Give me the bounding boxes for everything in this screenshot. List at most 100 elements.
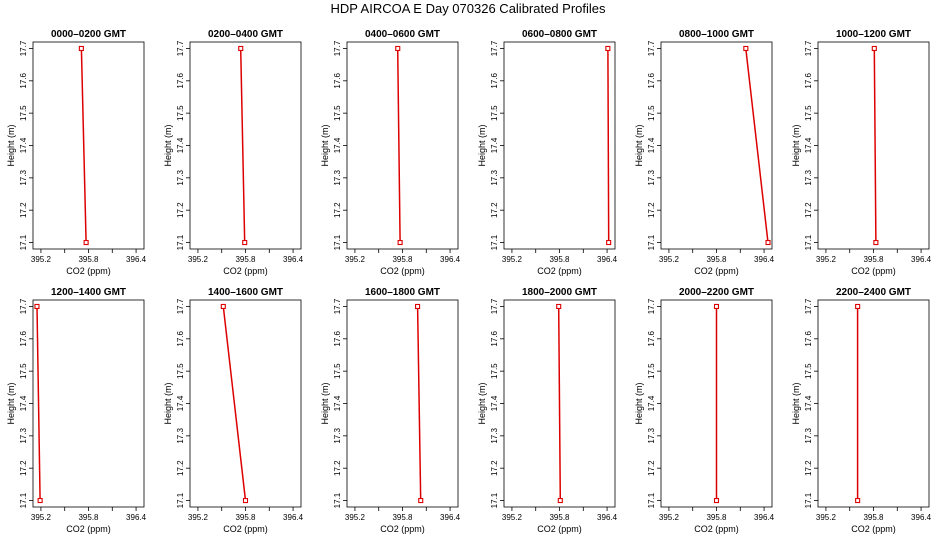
panel-4: 0600–0800 GMT 395.2 395.8 396.4 17.1 17.2 17.3… [477,29,618,276]
y-tick-label: 17.1 [19,492,28,508]
profile-line [396,48,401,243]
x-tick-label: 395.2 [188,513,209,522]
profile-line [873,48,877,243]
panel-title: 1000–1200 GMT [836,29,911,40]
x-tick-label: 396.4 [283,255,304,264]
panel-title: 0400–0600 GMT [365,29,440,40]
y-tick-label: 17.3 [804,428,813,444]
panel-title: 0200–0400 GMT [208,29,283,40]
y-tick-label: 17.7 [647,298,656,314]
panel-title: 1600–1800 GMT [365,287,440,298]
y-tick-label: 17.4 [333,395,342,411]
y-tick-label: 17.7 [176,298,185,314]
x-tick-label: 395.2 [345,513,366,522]
data-point [871,45,877,52]
y-tick-label: 17.2 [19,460,28,476]
y-tick-label: 17.4 [804,395,813,411]
plot-frame [503,41,616,250]
y-tick-label: 17.1 [333,492,342,508]
x-tick-label: 395.2 [188,255,209,264]
x-axis-label: CO2 (ppm) [537,524,582,534]
x-tick-label: 395.2 [816,513,837,522]
y-tick-label: 17.4 [19,395,28,411]
x-tick-label: 395.2 [345,255,366,264]
y-tick-label: 17.3 [490,170,499,186]
y-tick-label: 17.1 [333,234,342,250]
figure-title: HDP AIRCOA E Day 070326 Calibrated Profi… [330,1,606,16]
panel-title: 1400–1600 GMT [208,287,283,298]
plot-frame [189,41,302,250]
x-tick-label: 395.8 [863,255,884,264]
x-tick-label: 396.4 [126,513,147,522]
y-tick-label: 17.6 [333,72,342,88]
data-point [713,497,720,504]
x-tick-label: 395.2 [31,513,52,522]
y-tick-label: 17.1 [647,234,656,250]
data-point [855,497,861,504]
y-tick-label: 17.4 [647,395,656,411]
data-point [855,303,861,310]
x-tick-label: 395.8 [549,513,570,522]
y-tick-label: 17.4 [490,137,499,153]
x-tick-label: 395.8 [863,513,884,522]
y-tick-label: 17.7 [333,40,342,56]
x-axis-label: CO2 (ppm) [694,266,739,276]
x-tick-label: 395.8 [78,255,99,264]
plot-frame [660,41,773,250]
profile-line [607,48,610,243]
panel-title: 0600–0800 GMT [522,29,597,40]
y-tick-label: 17.5 [176,363,185,379]
y-tick-label: 17.3 [647,170,656,186]
y-axis-label: Height (m) [634,382,644,424]
y-tick-label: 17.4 [490,395,499,411]
x-axis-label: CO2 (ppm) [694,524,739,534]
x-tick-label: 396.4 [283,513,304,522]
profile-line [416,306,422,501]
y-axis-label: Height (m) [163,382,173,424]
y-tick-label: 17.2 [804,202,813,218]
y-tick-label: 17.2 [19,202,28,218]
x-tick-label: 395.8 [235,255,256,264]
x-axis-label: CO2 (ppm) [66,266,111,276]
y-tick-label: 17.6 [804,72,813,88]
y-tick-label: 17.2 [647,460,656,476]
panel-5: 0800–1000 GMT 395.2 395.8 396.4 17.1 17.2 17.3… [634,29,775,276]
panel-6: 1000–1200 GMT 395.2 395.8 396.4 17.1 17.2 17.3… [791,29,932,276]
panel-3: 0400–0600 GMT 395.2 395.8 396.4 17.1 17.2 17.3… [320,29,461,276]
y-tick-label: 17.3 [804,170,813,186]
y-tick-label: 17.3 [333,428,342,444]
x-tick-label: 396.4 [754,513,775,522]
y-tick-label: 17.3 [333,170,342,186]
panel-12: 2200–2400 GMT 395.2 395.8 396.4 17.1 17.2 17.3… [791,287,932,534]
plot-frame [189,299,302,508]
x-tick-label: 396.4 [754,255,775,264]
profile-line [557,306,562,501]
data-point [220,303,226,310]
x-axis-label: CO2 (ppm) [380,266,425,276]
y-tick-label: 17.2 [333,202,342,218]
x-tick-label: 396.4 [911,255,932,264]
panel-7: 1200–1400 GMT 395.2 395.8 396.4 17.1 17.2 17.3… [6,287,147,534]
data-point [34,303,40,310]
panel-11: 2000–2200 GMT 395.2 395.8 396.4 17.1 17.2 17.3… [634,287,775,534]
y-tick-label: 17.2 [490,202,499,218]
x-tick-label: 395.2 [659,255,680,264]
y-tick-label: 17.4 [804,137,813,153]
plot-frame [817,299,930,508]
y-tick-label: 17.4 [176,395,185,411]
y-axis-label: Height (m) [477,124,487,166]
y-tick-label: 17.6 [19,72,28,88]
y-tick-label: 17.1 [176,492,185,508]
x-axis-label: CO2 (ppm) [537,266,582,276]
y-tick-label: 17.7 [333,298,342,314]
y-tick-label: 17.3 [490,428,499,444]
data-point [242,239,248,246]
data-point [606,239,612,246]
data-point [557,497,563,504]
panel-title: 2000–2200 GMT [679,287,754,298]
data-point [395,45,401,52]
y-axis-label: Height (m) [477,382,487,424]
y-tick-label: 17.3 [19,428,28,444]
x-axis-label: CO2 (ppm) [223,524,268,534]
